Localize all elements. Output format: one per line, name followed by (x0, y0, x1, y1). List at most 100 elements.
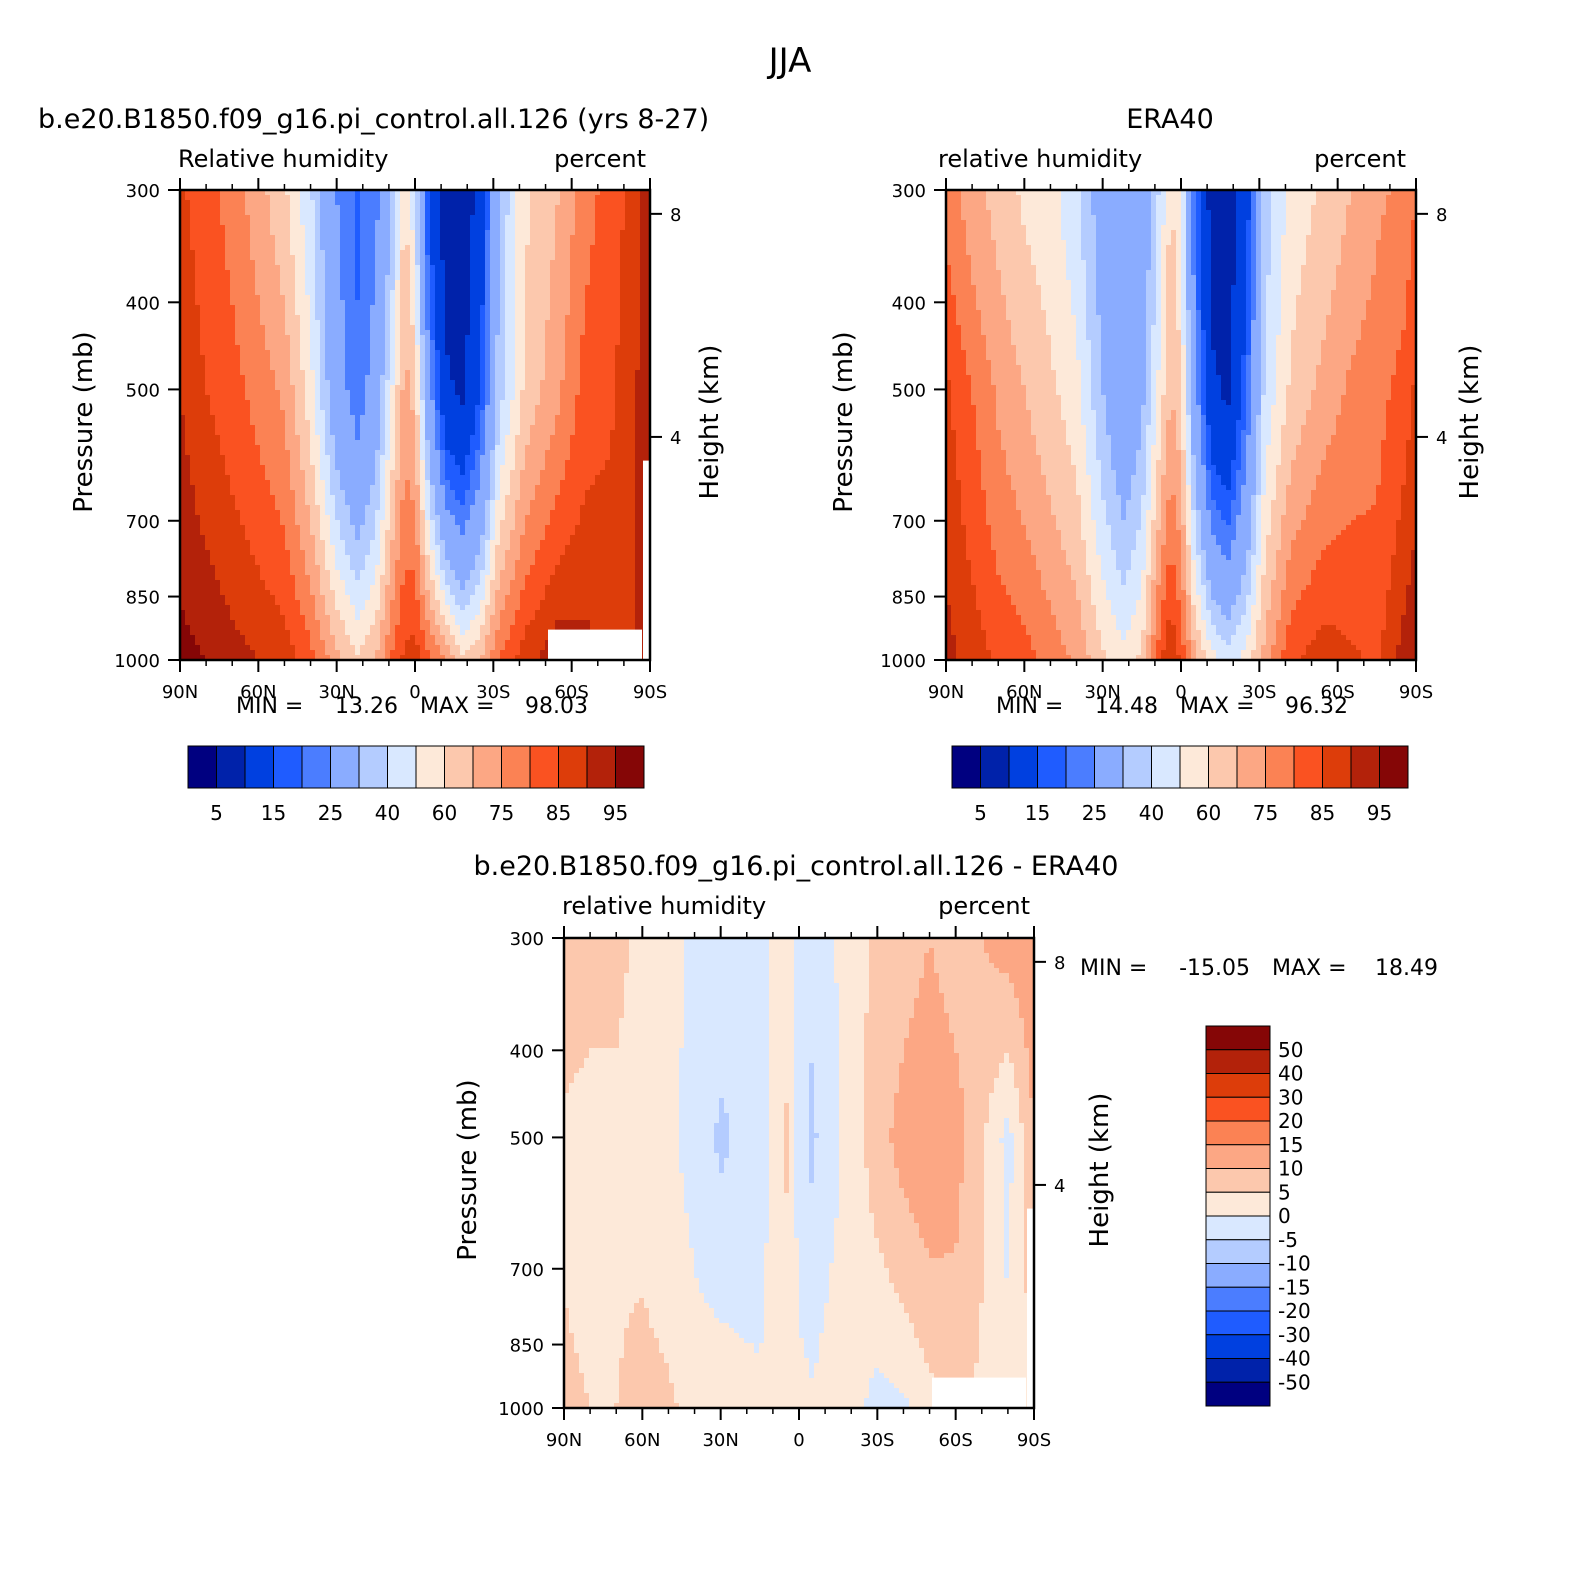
contour-cell (425, 635, 431, 641)
contour-cell (275, 245, 281, 251)
contour-cell (320, 345, 326, 351)
contour-cell (250, 460, 256, 466)
contour-cell (325, 275, 331, 281)
contour-cell (350, 265, 356, 271)
contour-cell (215, 405, 221, 411)
contour-cell (255, 615, 261, 621)
contour-cell (405, 620, 411, 626)
contour-cell (435, 500, 441, 506)
contour-cell (370, 255, 376, 261)
contour-cell (345, 405, 351, 411)
contour-cell (255, 245, 261, 251)
contour-cell (235, 255, 241, 261)
contour-cell (210, 240, 216, 246)
contour-cell (345, 530, 351, 536)
contour-cell (310, 195, 316, 201)
contour-cell (430, 265, 436, 271)
contour-cell (310, 335, 316, 341)
contour-cell (310, 600, 316, 606)
contour-cell (215, 465, 221, 471)
contour-cell (285, 645, 291, 651)
contour-cell (295, 335, 301, 341)
contour-cell (375, 330, 381, 336)
contour-cell (285, 595, 291, 601)
contour-cell (385, 645, 391, 651)
contour-cell (440, 535, 446, 541)
contour-cell (310, 350, 316, 356)
contour-cell (240, 210, 246, 216)
contour-cell (305, 220, 311, 226)
contour-cell (380, 290, 386, 296)
contour-cell (215, 650, 221, 656)
contour-cell (190, 625, 196, 631)
contour-cell (350, 545, 356, 551)
contour-cell (420, 600, 426, 606)
contour-cell (235, 250, 241, 256)
contour-cell (345, 330, 351, 336)
contour-cell (300, 620, 306, 626)
contour-cell (365, 440, 371, 446)
contour-cell (380, 335, 386, 341)
contour-cell (205, 270, 211, 276)
contour-cell (240, 560, 246, 566)
contour-cell (215, 275, 221, 281)
contour-cell (270, 645, 276, 651)
contour-cell (360, 230, 366, 236)
contour-cell (300, 310, 306, 316)
contour-cell (260, 220, 266, 226)
contour-cell (430, 335, 436, 341)
contour-cell (315, 620, 321, 626)
contour-cell (350, 240, 356, 246)
contour-cell (375, 320, 381, 326)
contour-cell (350, 580, 356, 586)
contour-cell (425, 435, 431, 441)
contour-cell (385, 480, 391, 486)
contour-cell (215, 370, 221, 376)
contour-cell (410, 335, 416, 341)
contour-cell (420, 515, 426, 521)
contour-cell (295, 605, 301, 611)
contour-cell (400, 650, 406, 656)
contour-cell (265, 650, 271, 656)
contour-cell (310, 500, 316, 506)
contour-cell (350, 235, 356, 241)
contour-cell (375, 280, 381, 286)
contour-cell (200, 220, 206, 226)
contour-cell (435, 330, 441, 336)
contour-cell (350, 430, 356, 436)
contour-cell (260, 270, 266, 276)
contour-cell (245, 385, 251, 391)
contour-cell (355, 425, 361, 431)
contour-cell (185, 620, 191, 626)
contour-cell (310, 325, 316, 331)
contour-cell (265, 595, 271, 601)
contour-cell (340, 540, 346, 546)
contour-cell (250, 545, 256, 551)
contour-cell (415, 245, 421, 251)
contour-cell (260, 545, 266, 551)
contour-cell (235, 450, 241, 456)
contour-cell (220, 210, 226, 216)
contour-cell (405, 405, 411, 411)
contour-cell (210, 195, 216, 201)
contour-cell (235, 630, 241, 636)
contour-cell (225, 300, 231, 306)
contour-cell (360, 460, 366, 466)
contour-cell (235, 335, 241, 341)
contour-cell (360, 565, 366, 571)
contour-cell (295, 400, 301, 406)
contour-cell (200, 515, 206, 521)
contour-cell (195, 410, 201, 416)
contour-cell (350, 400, 356, 406)
contour-cell (410, 415, 416, 421)
contour-cell (425, 610, 431, 616)
contour-cell (330, 240, 336, 246)
contour-cell (220, 575, 226, 581)
contour-cell (405, 440, 411, 446)
contour-cell (235, 240, 241, 246)
contour-cell (395, 550, 401, 556)
contour-cell (320, 270, 326, 276)
contour-cell (315, 470, 321, 476)
contour-cell (205, 260, 211, 266)
contour-cell (390, 400, 396, 406)
